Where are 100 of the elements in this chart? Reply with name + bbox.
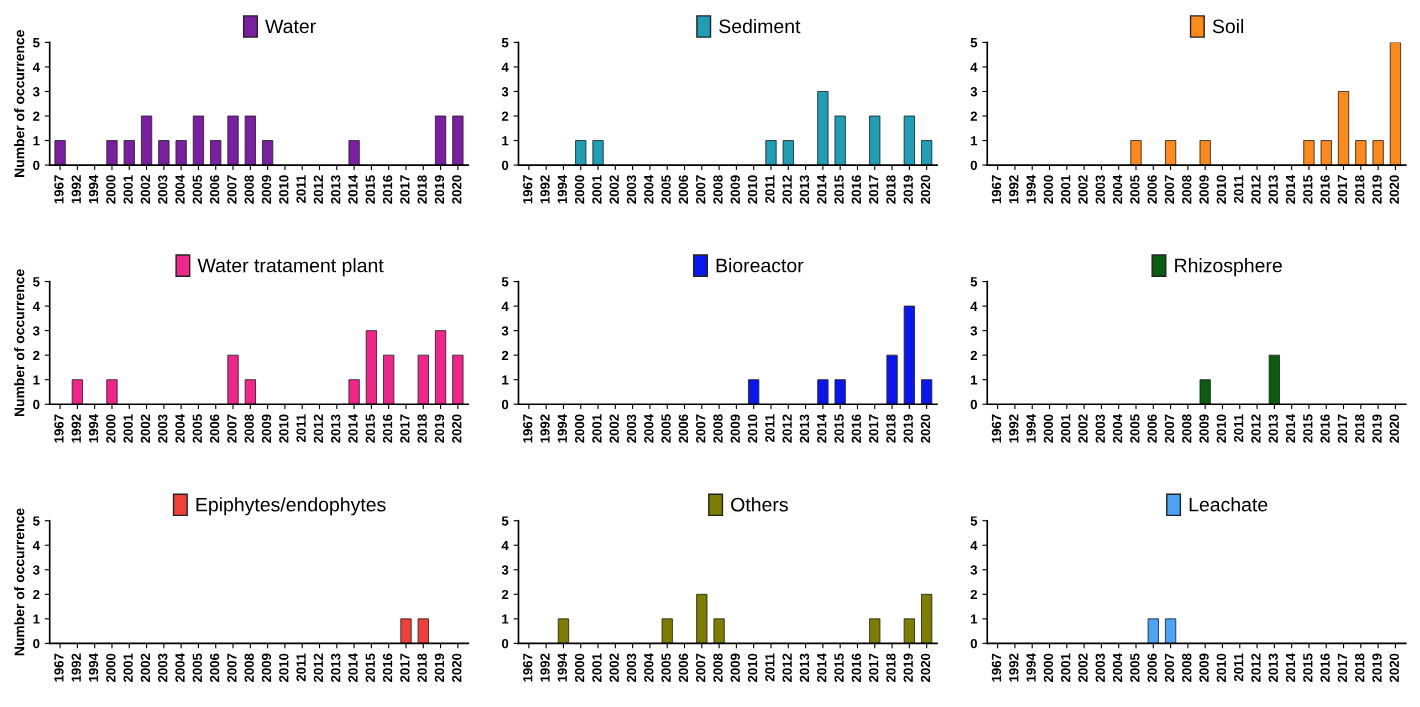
x-tick-label: 2019 [1372, 414, 1382, 443]
x-tick-label: 2002 [1078, 414, 1088, 443]
x-tick-label: 2009 [730, 653, 740, 682]
bar [903, 305, 915, 405]
y-tick-label: 0 [970, 399, 977, 410]
bar [348, 379, 360, 405]
x-tick-label: 2018 [417, 414, 427, 443]
x-tick-label: 2005 [192, 414, 202, 443]
x-tick-label: 2004 [175, 653, 185, 682]
y-tick-label: 1 [971, 614, 978, 624]
bar [1355, 140, 1367, 166]
x-tick-label: 2016 [1320, 653, 1330, 682]
x-tick-label: 2018 [417, 653, 427, 682]
x-tick-label: 2005 [192, 175, 202, 204]
y-tick-label: 4 [32, 301, 40, 311]
x-tick-label: 2013 [1268, 653, 1278, 682]
x-tick-label: 2001 [592, 653, 602, 682]
y-tick-label: 5 [33, 277, 40, 287]
y-tick-label: 4 [970, 540, 978, 551]
x-tick-label: 2002 [140, 414, 151, 443]
x-tick-label: 1967 [54, 653, 64, 682]
x-tick-label: 2009 [1199, 653, 1209, 682]
legend-label: Bioreactor [716, 258, 804, 273]
x-tick-label: 2008 [1182, 175, 1192, 204]
x-tick-label: 2016 [851, 414, 862, 443]
x-tick-label: 2013 [799, 414, 810, 443]
y-tick-label: 4 [501, 301, 509, 311]
x-tick-label: 2013 [1268, 414, 1278, 443]
x-tick-label: 2017 [868, 175, 879, 204]
x-tick-label: 2018 [886, 414, 896, 443]
x-tick-label: 2007 [696, 414, 706, 443]
x-tick-label: 2020 [452, 414, 462, 443]
x-tick-label: 2003 [1095, 653, 1105, 682]
x-tick-label: 2004 [1112, 414, 1123, 443]
x-tick-label: 2007 [227, 414, 237, 443]
x-tick-label: 1992 [540, 653, 550, 682]
y-tick-label: 5 [501, 277, 509, 287]
bar [1199, 140, 1211, 166]
y-tick-label: 5 [970, 516, 978, 526]
x-tick-label: 1967 [54, 414, 64, 443]
y-axis-title: Number of occurrence [14, 30, 25, 177]
x-tick-label: 2015 [365, 175, 375, 204]
x-tick-label: 2014 [348, 414, 358, 443]
x-tick-label: 2014 [817, 414, 827, 443]
x-tick-label: 1992 [71, 653, 81, 682]
x-tick-label: 2016 [382, 175, 393, 204]
legend-label: Rhizosphere [1175, 258, 1282, 277]
x-tick-label: 2005 [1130, 414, 1140, 443]
x-tick-label: 1992 [540, 414, 550, 443]
y-tick-label: 3 [501, 87, 509, 97]
x-tick-label: 2012 [782, 414, 792, 443]
x-tick-label: 2013 [331, 653, 341, 682]
x-tick-label: 2018 [1355, 175, 1365, 204]
y-tick-label: 4 [501, 62, 509, 72]
x-tick-label: 2006 [1147, 414, 1157, 443]
x-tick-label: 2010 [279, 653, 289, 682]
x-tick-label: 2019 [1372, 653, 1382, 682]
x-tick-label: 2012 [313, 414, 324, 443]
x-tick-label: 2020 [920, 175, 931, 204]
x-tick-label: 2001 [592, 414, 602, 443]
x-tick-label: 2015 [1303, 653, 1313, 682]
x-tick-label: 2005 [1130, 175, 1140, 204]
legend-label: Epiphytes/endophytes [196, 497, 386, 516]
x-tick-label: 2006 [678, 175, 689, 204]
y-tick-label: 5 [970, 277, 978, 287]
x-tick-label: 2016 [382, 653, 393, 682]
x-tick-label: 2002 [609, 414, 619, 443]
x-tick-label: 2013 [331, 175, 341, 204]
x-tick-label: 2015 [834, 653, 844, 682]
x-tick-label: 1967 [991, 175, 1002, 204]
bar [921, 379, 933, 405]
x-tick-label: 2011 [1233, 414, 1244, 443]
y-axis-title: Number of occurrence [14, 269, 25, 417]
x-tick-label: 2015 [1303, 414, 1313, 443]
y-tick-label: 4 [501, 540, 509, 551]
x-tick-label: 2001 [123, 175, 133, 204]
x-tick-label: 2020 [1389, 414, 1399, 443]
x-tick-label: 1967 [523, 653, 533, 682]
x-tick-label: 2017 [868, 414, 879, 443]
legend-label: Others [731, 497, 788, 512]
x-tick-label: 2006 [678, 653, 689, 682]
x-tick-label: 2000 [1043, 653, 1054, 682]
x-tick-label: 2016 [1320, 175, 1330, 204]
x-tick-label: 2014 [817, 653, 827, 682]
x-tick-label: 2013 [799, 653, 810, 682]
bar [592, 140, 604, 166]
x-tick-label: 1994 [1026, 174, 1036, 204]
y-tick-label: 2 [501, 589, 509, 600]
x-tick-label: 2012 [313, 653, 324, 682]
x-tick-label: 2008 [244, 653, 254, 682]
x-tick-label: 2008 [713, 653, 723, 682]
x-tick-label: 1992 [1009, 175, 1019, 204]
x-tick-label: 2008 [1182, 653, 1192, 682]
x-tick-label: 2004 [644, 653, 654, 682]
y-tick-label: 2 [501, 350, 509, 360]
y-axis-title: Number of occurrence [14, 508, 25, 656]
legend-label: Leachate [1189, 497, 1268, 512]
y-tick-label: 1 [502, 375, 509, 385]
x-tick-label: 2016 [851, 653, 862, 682]
x-tick-label: 2017 [1337, 414, 1348, 443]
